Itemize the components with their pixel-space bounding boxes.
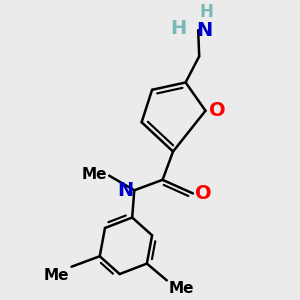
Text: N: N <box>196 21 212 40</box>
Text: Me: Me <box>169 281 194 296</box>
Text: H: H <box>170 19 187 38</box>
Text: Me: Me <box>44 268 69 283</box>
Text: O: O <box>208 101 225 120</box>
Text: O: O <box>195 184 212 203</box>
Text: Me: Me <box>82 167 107 182</box>
Text: N: N <box>117 181 133 200</box>
Text: H: H <box>200 3 214 21</box>
